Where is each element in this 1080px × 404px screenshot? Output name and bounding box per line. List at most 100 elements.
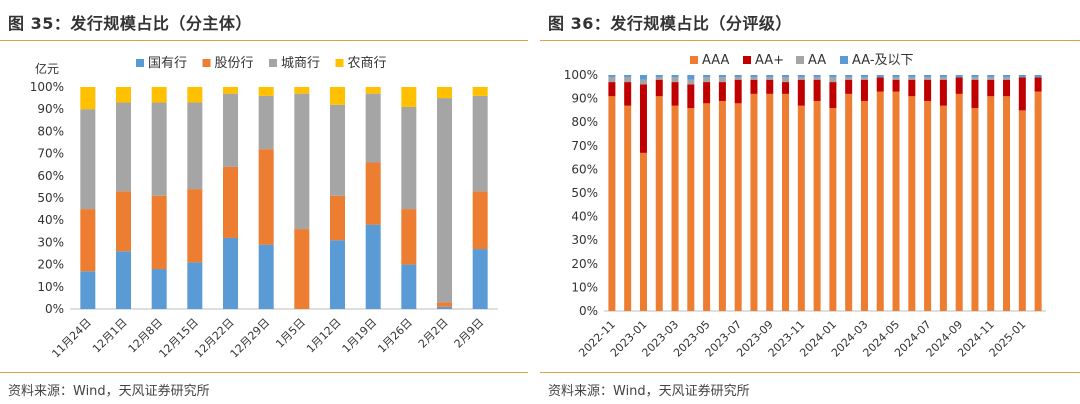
y-tick-label: 100% [564, 68, 598, 82]
bar-segment [80, 271, 96, 309]
x-tick-label: 12月29日 [228, 316, 273, 361]
bar-segment [971, 79, 979, 109]
bar-segment [401, 106, 417, 210]
bar-segment [223, 166, 238, 238]
y-tick-label: 70% [571, 139, 598, 153]
bar-segment [116, 87, 131, 103]
left-source-note: 资料来源：Wind，天风证券研究所 [8, 384, 210, 399]
x-tick-label: 1月12日 [304, 316, 344, 356]
bar-segment [655, 79, 663, 97]
bar-segment [330, 240, 345, 309]
bar-segment [639, 75, 647, 80]
bar-segment [223, 87, 238, 94]
right-source-rule [540, 372, 1080, 373]
bar-segment [797, 105, 805, 312]
bar-segment [330, 87, 345, 105]
bar-segment [187, 189, 203, 263]
bar-segment [116, 191, 131, 252]
bar-segment [908, 96, 916, 312]
bar-segment [671, 77, 679, 83]
bar-segment [955, 93, 963, 311]
bar-segment [892, 77, 900, 80]
bar-segment [829, 108, 837, 311]
bar-segment [151, 87, 167, 103]
bar-segment [151, 102, 167, 196]
bar-segment [187, 262, 203, 309]
bar-segment [971, 108, 979, 311]
bar-segment [1034, 77, 1042, 92]
bar-segment [1018, 77, 1026, 111]
bar-segment [734, 79, 742, 104]
bar-segment [718, 77, 726, 83]
bar-segment [223, 237, 238, 309]
bar-segment [703, 103, 711, 311]
unit-label: 亿元 [35, 61, 59, 76]
bar-segment [703, 82, 711, 104]
y-tick-label: 10% [571, 280, 598, 294]
bar-segment [813, 79, 821, 101]
bar-segment [750, 75, 758, 78]
x-tick-label: 2月9日 [452, 316, 487, 351]
bar-segment [655, 77, 663, 80]
bar-segment [924, 75, 932, 78]
bar-segment [876, 75, 884, 78]
bar-segment [1018, 75, 1026, 78]
bar-segment [330, 104, 345, 196]
x-tick-label: 1月5日 [273, 316, 308, 351]
bar-segment [955, 77, 963, 94]
y-tick-label: 70% [37, 147, 64, 161]
bar-segment [401, 87, 417, 107]
bar-segment [1003, 75, 1011, 78]
right-source-note: 资料来源：Wind，天风证券研究所 [548, 384, 750, 399]
bar-segment [639, 79, 647, 85]
bar-segment [734, 75, 742, 78]
y-tick-label: 40% [571, 210, 598, 224]
y-tick-label: 90% [37, 102, 64, 116]
bar-segment [472, 87, 488, 96]
y-tick-label: 80% [571, 115, 598, 129]
bar-segment [187, 102, 203, 190]
bar-segment [939, 77, 947, 80]
bar-segment [258, 87, 274, 96]
right-figure-panel: 图 36：发行规模占比（分评级） 0% 10% 20% 30% 40% 50% 60% 70%… [540, 0, 1080, 404]
bar-segment [782, 82, 790, 94]
y-tick-label: 40% [37, 213, 64, 227]
bar-segment [876, 77, 884, 92]
right-chart: 0%10%20%30%40%50%60%70%80%90%100%2022-11… [564, 53, 1046, 360]
bar-segment [987, 79, 995, 97]
bar-segment [671, 75, 679, 78]
bar-segment [1003, 79, 1011, 97]
bar-segment [734, 103, 742, 311]
bar-segment [797, 79, 805, 106]
bar-segment [608, 75, 616, 78]
bar-segment [1034, 75, 1042, 78]
y-tick-label: 50% [37, 191, 64, 205]
bar-segment [718, 82, 726, 101]
left-chart: 0% 10% 20% 30% 40% 50% 60% 70% 80% 90% 100% 亿元 11月24… [30, 56, 498, 361]
bar-segment [258, 244, 274, 309]
bar-segment [624, 105, 632, 312]
bar-segment [860, 100, 868, 312]
bar-segment [1003, 96, 1011, 312]
bar-segment [829, 75, 837, 78]
legend-swatch [136, 59, 144, 67]
bar-segment [116, 102, 131, 192]
bar-segment [294, 87, 310, 94]
bar-segment [987, 77, 995, 80]
bar-segment [671, 105, 679, 312]
bar-segment [472, 249, 488, 309]
bar-segment [845, 93, 853, 311]
bar-segment [472, 191, 488, 250]
bar-segment [971, 77, 979, 80]
bar-segment [766, 77, 774, 80]
bar-segment [401, 209, 417, 265]
bar-segment [1034, 91, 1042, 312]
legend-label: 农商行 [348, 56, 387, 71]
y-tick-label: 60% [571, 162, 598, 176]
bar-segment [908, 77, 916, 80]
bar-segment [80, 87, 96, 110]
bar-segment [718, 75, 726, 78]
bar-segment [813, 75, 821, 78]
bar-segment [892, 79, 900, 92]
bar-segment [939, 105, 947, 312]
